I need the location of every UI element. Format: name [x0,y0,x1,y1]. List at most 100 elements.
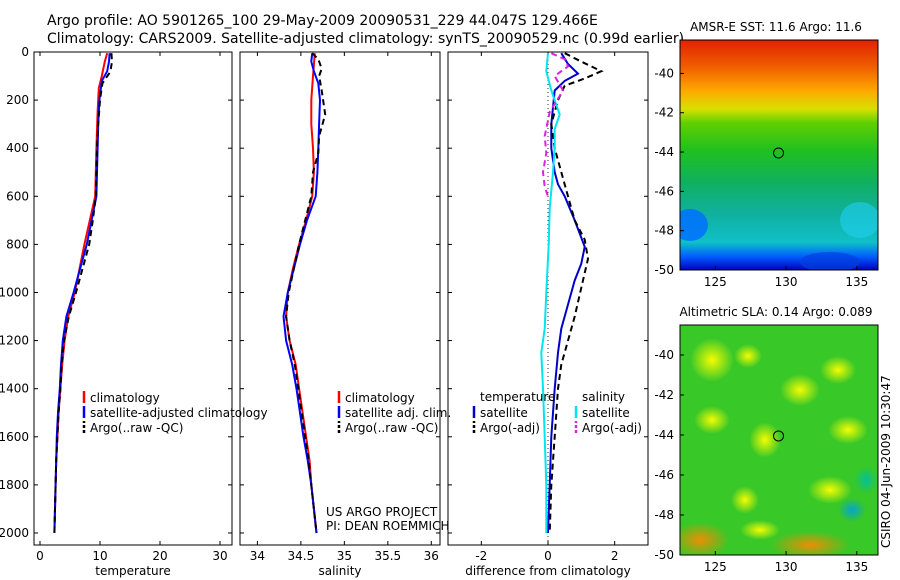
sla-high-blob [820,356,856,384]
plot-frame [239,51,441,546]
sla-argo-marker [773,430,785,442]
y-tick-label: 1400 [0,382,29,396]
x-axis-label: salinity [318,564,361,578]
series-argo-raw-qc [285,52,327,534]
sla-high-blob [734,344,762,368]
x-tick-label: 34 [250,549,265,563]
legend-argo-label: Argo(..raw -QC) [345,421,438,435]
series-satellite-adjusted-climatology [53,53,111,534]
map-y-tick-label: -50 [654,548,674,562]
sst-map-axes: 125 130 135 -40 -42 -44 -46 -48 -50 [654,66,868,289]
sla-map-title: Altimetric SLA: 0.14 Argo: 0.089 [679,305,872,319]
sst-map-title: AMSR-E SST: 11.6 Argo: 11.6 [690,20,862,34]
sla-map-panel: Altimetric SLA: 0.14 Argo: 0.089 125 130 1… [654,305,879,574]
map-x-tick-label: 130 [775,560,798,574]
y-tick-label: 1000 [0,285,29,299]
sla-map-frame [679,324,879,556]
map-y-tick-label: -50 [654,263,674,277]
map-x-tick-label: 135 [845,275,868,289]
sla-high-blob [808,476,852,504]
sla-high-blob [740,520,780,540]
y-tick-label: 2000 [0,526,29,540]
y-tick-label: 600 [6,189,29,203]
temperature-panel: 0 10 20 30 0 200 400 600 800 1000 1200 1400 1600 1800… [0,45,268,578]
sst-cool-patch-2 [800,252,860,270]
sla-high-blob [680,522,730,555]
legend-temperature-title: temperature [480,390,555,404]
x-tick-label: -2 [475,549,487,563]
y-tick-label: 1600 [0,430,29,444]
legend-climatology-label: climatology [345,391,415,405]
sla-low-blob [854,466,878,494]
sst-map-frame [679,39,879,271]
series-climatology [285,53,318,534]
x-tick-label: 0 [36,549,44,563]
x-tick-label: 0 [544,549,552,563]
y-tick-label: 0 [21,45,29,59]
series-temperature-satellite [547,52,586,534]
map-y-tick-label: -42 [654,388,674,402]
series-temperature-argo-adj [548,52,604,534]
annotation-project: US ARGO PROJECT [326,505,438,519]
series-salinity-satellite [540,53,561,533]
legend-salinity-title: salinity [582,390,625,404]
sla-map-axes: 125 130 135 -40 -42 -44 -46 -48 -50 [654,348,868,574]
salinity-panel: 34 34.5 35 35.5 36 salinity climatologysatelli… [239,51,451,578]
plot-frame [33,51,233,546]
legend-sal-satellite-label: satellite [582,406,630,420]
map-y-tick-label: -46 [654,184,674,198]
map-y-tick-label: -46 [654,468,674,482]
y-tick-label: 200 [6,93,29,107]
map-x-tick-label: 125 [704,560,727,574]
x-tick-label: 36 [424,549,439,563]
map-y-tick-label: -40 [654,348,674,362]
series-satellite-adj-clim [282,53,322,534]
legend-temp-satellite-label: satellite [480,406,528,420]
series-climatology [53,52,109,534]
legend-climatology-label: climatology [90,391,160,405]
sst-map-panel: AMSR-E SST: 11.6 Argo: 11.6 125 130 135 -40… [654,20,879,289]
y-tick-label: 800 [6,237,29,251]
x-tick-label: 10 [92,549,107,563]
sla-low-blob [838,498,866,522]
x-tick-label: 2 [611,549,619,563]
map-y-tick-label: -44 [654,145,674,159]
legend-temp-argo-label: Argo(-adj) [480,421,540,435]
x-tick-label: 30 [212,549,227,563]
x-tick-label: 35.5 [374,549,401,563]
header-line-2: Climatology: CARS2009. Satellite-adjuste… [47,31,684,47]
legend-sal-argo-label: Argo(-adj) [582,421,642,435]
annotation-pi: PI: DEAN ROEMMICH [326,519,449,533]
y-tick-label: 1200 [0,334,29,348]
sla-high-blob [690,338,734,382]
legend-argo-label: Argo(..raw -QC) [90,421,183,435]
map-y-tick-label: -48 [654,508,674,522]
plot-frame [447,51,649,546]
map-y-tick-label: -48 [654,224,674,238]
map-y-tick-label: -42 [654,106,674,120]
sst-cool-patch [680,209,708,241]
x-tick-label: 35 [337,549,352,563]
sla-high-blob [694,406,730,434]
sst-heatmap [680,40,878,270]
x-tick-label: 20 [152,549,167,563]
header-line-1: Argo profile: AO 5901265_100 29-May-2009… [47,13,598,29]
side-label: CSIRO 04-Jun-2009 10:30:47 [879,375,893,548]
sla-high-blob [770,531,850,555]
sst-argo-marker [773,147,785,159]
series-salinity-argo-adj [541,52,570,197]
legend-satellite-adjusted-label: satellite-adjusted climatology [90,406,268,420]
series-argo-raw-qc [53,53,114,534]
legend-satellite-adj-label: satellite adj. clim. [345,406,451,420]
x-axis-label: difference from climatology [465,564,631,578]
y-tick-label: 1800 [0,478,29,492]
x-axis-label: temperature [95,564,170,578]
map-y-tick-label: -44 [654,428,674,442]
sla-high-blob [731,486,759,514]
map-x-tick-label: 125 [704,275,727,289]
sla-high-blob [780,374,820,406]
map-x-tick-label: 130 [775,275,798,289]
sla-high-blob [828,416,868,444]
